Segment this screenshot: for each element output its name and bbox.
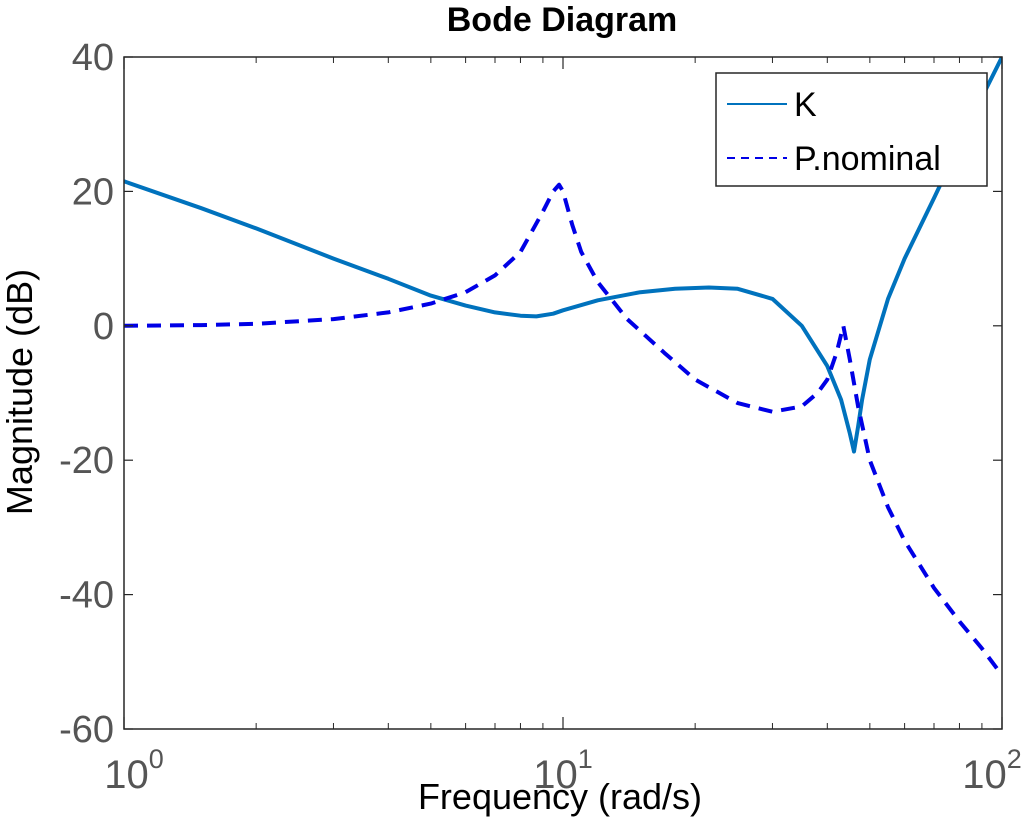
chart-title: Bode Diagram xyxy=(447,1,678,39)
x-tick-label: 100 xyxy=(104,744,164,797)
y-tick-label: -40 xyxy=(59,575,114,617)
series-line-k xyxy=(124,57,1002,454)
y-tick-label: -60 xyxy=(59,709,114,751)
legend: K P.nominal xyxy=(715,72,988,187)
legend-box xyxy=(715,72,988,187)
legend-label-p-nominal: P.nominal xyxy=(794,140,941,178)
legend-label-k: K xyxy=(794,86,817,124)
y-tick-label: -20 xyxy=(59,440,114,482)
series-line-p-nominal xyxy=(124,182,1002,677)
y-axis-label: Magnitude (dB) xyxy=(0,269,40,515)
ticks-layer: -60 -40 -20 0 20 40 100 101 102 xyxy=(59,37,1022,797)
series-layer xyxy=(124,57,1002,677)
y-tick-label: 0 xyxy=(93,306,114,348)
y-tick-label: 20 xyxy=(72,171,114,213)
axes-box xyxy=(123,56,1003,730)
x-tick-label: 102 xyxy=(962,744,1022,797)
x-tick-label: 101 xyxy=(533,744,593,797)
x-axis-label: Frequency (rad/s) xyxy=(418,776,702,817)
y-tick-label: 40 xyxy=(72,37,114,79)
